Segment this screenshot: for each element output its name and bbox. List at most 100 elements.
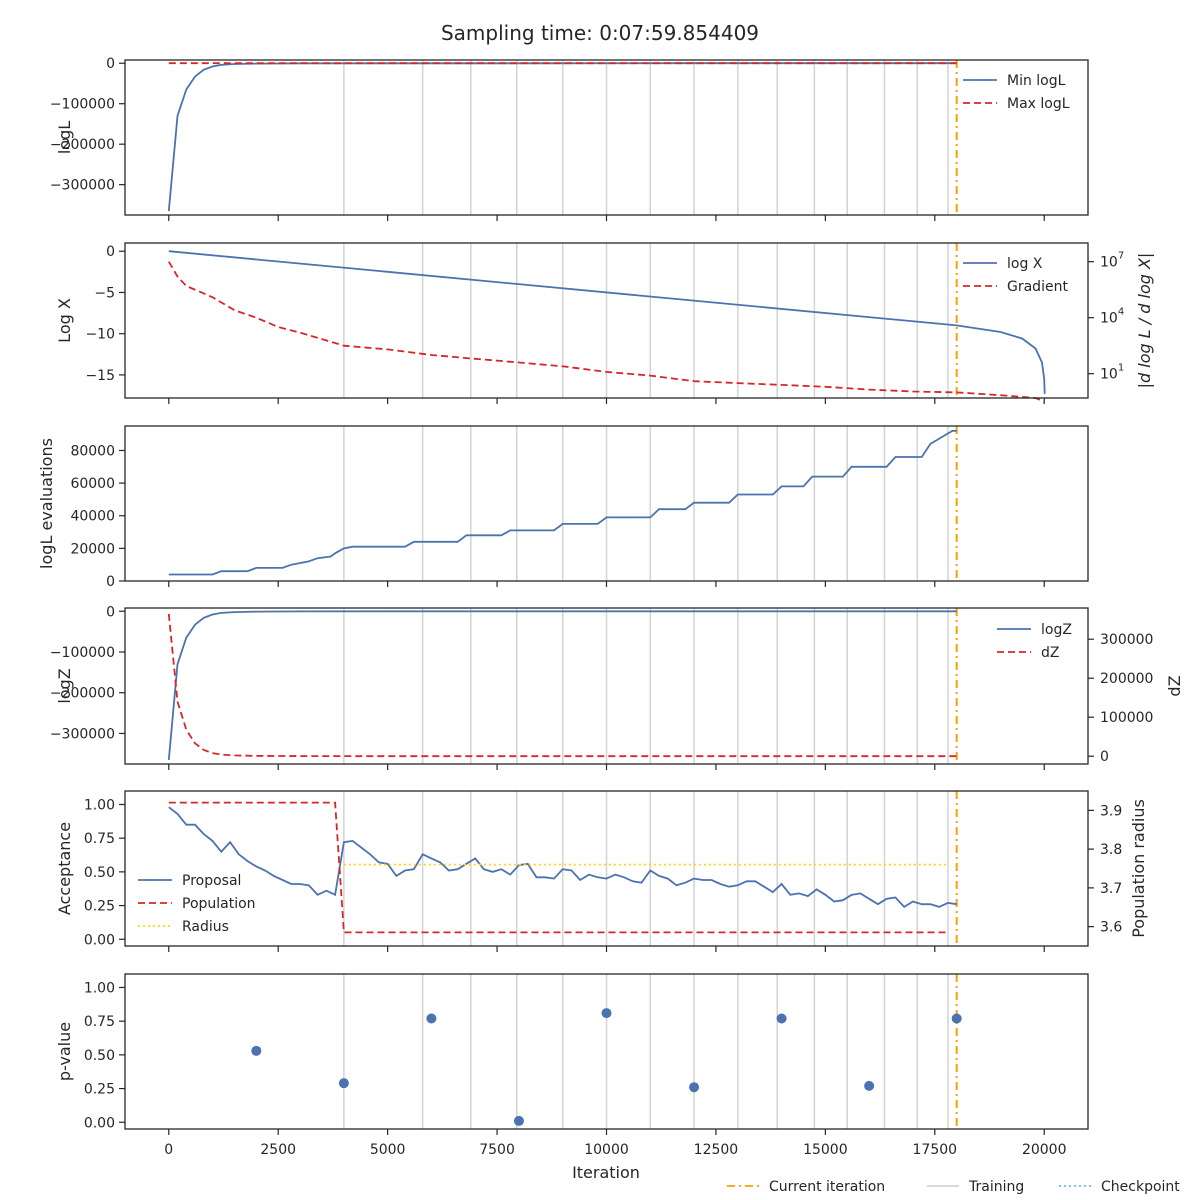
y-tick-label: −10 [85,327,115,343]
data-point [864,1080,875,1091]
y2-tick-exponent: 7 [1118,251,1124,262]
series-line-proposal [168,806,957,909]
x-tick-label: 20000 [1022,1142,1067,1158]
x-tick-label: 2500 [260,1142,296,1158]
x-tick-label: 0 [164,1142,173,1158]
data-point [601,1008,612,1019]
x-tick-label: 17500 [913,1142,958,1158]
y-tick-label: 0.75 [84,831,115,847]
y-tick-label: 60000 [70,476,115,492]
y2-tick-label: 101 [1100,363,1124,383]
y-tick-label: −200000 [50,686,115,702]
y2-tick-label: 0 [1100,749,1109,765]
legend: log X Gradient [963,256,1068,295]
y-axis-label: logZ [55,668,74,703]
y2-tick-label: 3.9 [1100,803,1122,819]
series-line-data [168,429,957,576]
x-tick-label: 5000 [370,1142,406,1158]
y-tick-label: 0.50 [84,865,115,881]
y2-tick-exponent: 1 [1118,363,1124,374]
y2-tick-label: 3.7 [1100,881,1122,897]
figure-title: Sampling time: 0:07:59.854409 [441,21,759,45]
y-tick-label: 40000 [70,509,115,525]
series-line-logz [167,610,957,760]
y-axis-label: logL evaluations [37,438,56,569]
series-line-log-x [168,250,1046,394]
x-axis-label: Iteration [572,1163,640,1182]
y-tick-label: 20000 [70,541,115,557]
y-tick-label: 0 [106,604,115,620]
series-line-dz [167,613,957,758]
y-tick-label: 0 [106,244,115,260]
y-tick-label: 1.00 [84,797,115,813]
y-tick-label: −15 [85,368,115,384]
y-tick-label: −300000 [50,726,115,742]
data-point [426,1013,437,1024]
y-axis-label: Acceptance [55,822,74,915]
y2-tick-label: 300000 [1100,632,1153,648]
legend-label: Radius [182,919,229,935]
series-line-population [168,801,948,934]
figure-legend-label: Training [968,1179,1024,1195]
panel-4: 0 −100000 −200000 −300000 logZ 0 100000 200000 3… [50,604,1184,770]
y-tick-label: 0.75 [84,1014,115,1030]
legend-label: Proposal [182,873,241,889]
y-axis-label: Log X [55,298,74,343]
legend: Min logL Max logL [963,73,1070,112]
y-tick-label: 0 [106,56,115,72]
panel-1: 0 −100000 −200000 −300000 logL Min logL Max lo… [50,56,1089,221]
y-tick-label: 0.00 [84,1115,115,1131]
legend-label: Max logL [1007,96,1070,112]
y-axis-label: logL [55,121,74,154]
y2-axis-label: dZ [1165,675,1184,696]
y2-tick-label: 100000 [1100,710,1153,726]
y-tick-label: −5 [94,285,115,301]
y2-tick-label: 3.6 [1100,920,1122,936]
y2-tick-exponent: 4 [1118,307,1124,318]
legend-label: dZ [1041,645,1059,661]
legend-label: log X [1007,256,1043,272]
y-tick-label: 0.50 [84,1048,115,1064]
legend-label: logZ [1041,622,1072,638]
data-point [689,1082,700,1093]
y-axis-label: p-value [55,1022,74,1081]
legend-label: Population [182,896,256,912]
y2-axis-label: Population radius [1129,799,1148,938]
x-tick-label: 7500 [479,1142,515,1158]
y-tick-label: −300000 [50,178,115,194]
y2-tick-label: 104 [1100,307,1124,327]
x-tick-label: 12500 [694,1142,739,1158]
y-tick-label: 80000 [70,443,115,459]
data-point [338,1078,349,1089]
y2-axis-label: |d log L / d log X| [1135,253,1154,389]
figure-legend: Current iteration Training Checkpoint [727,1179,1180,1195]
y2-tick-label: 200000 [1100,671,1153,687]
y-tick-label: 1.00 [84,980,115,996]
legend: Proposal Population Radius [138,873,256,935]
y-tick-label: −200000 [50,137,115,153]
series-line-gradient [168,261,1045,403]
y-tick-label: 0.25 [84,899,115,915]
y-tick-label: −100000 [50,645,115,661]
legend-label: Gradient [1007,279,1068,295]
y2-tick-label: 3.8 [1100,842,1122,858]
legend: logZ dZ [997,622,1072,661]
data-point [776,1013,787,1024]
panel-5: 0.00 0.25 0.50 0.75 1.00 Acceptance 3.6 3.7 3.8 3… [55,790,1148,952]
y-tick-label: −100000 [50,97,115,113]
x-tick-label: 15000 [803,1142,848,1158]
x-tick-label: 10000 [584,1142,629,1158]
data-point [513,1115,524,1126]
legend-label: Min logL [1007,73,1066,89]
y-tick-label: 0 [106,574,115,590]
y-tick-label: 0.00 [84,932,115,948]
y2-tick-label: 107 [1100,251,1124,271]
panel-6: 0 2500 5000 7500 10000 12500 15000 17500 20000 0.… [55,973,1089,1158]
figure-legend-label: Current iteration [769,1179,885,1195]
panel-3: 0 20000 40000 60000 80000 logL evaluations [37,425,1089,590]
data-point [251,1045,262,1056]
data-point [951,1013,962,1024]
panel-2: 0 −5 −10 −15 Log X 101 104 107 |d log L / d log … [55,242,1154,404]
